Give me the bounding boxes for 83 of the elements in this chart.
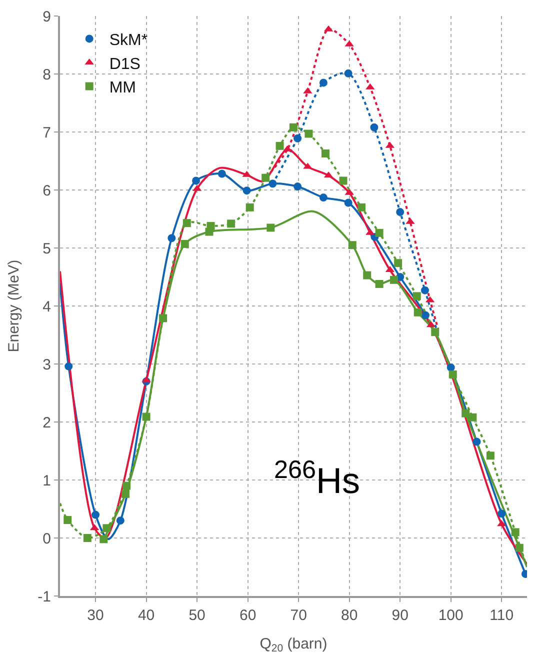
y-tick-label: 2 [42, 414, 51, 432]
point [363, 271, 372, 280]
y-tick-label: 6 [42, 182, 51, 200]
point [246, 203, 254, 212]
point [266, 224, 275, 232]
y-tick-label: 7 [42, 124, 51, 142]
point [319, 78, 328, 87]
point [83, 534, 92, 542]
x-tick-label: 110 [490, 607, 514, 624]
x-tick-label: 70 [290, 607, 307, 624]
point [159, 314, 168, 322]
x-axis-title: Q$_{20}$ (barn) [260, 636, 328, 655]
point [294, 134, 302, 142]
point [394, 259, 402, 268]
point [142, 412, 150, 421]
legend-label: MM [109, 80, 136, 97]
point [321, 149, 330, 158]
legend-label: SkM* [109, 32, 148, 49]
point [396, 208, 404, 216]
point [116, 516, 124, 525]
point [446, 363, 455, 372]
point [515, 544, 524, 552]
point [182, 219, 191, 228]
point [448, 370, 457, 378]
y-tick-label: 9 [42, 8, 51, 26]
y-tick-label: 1 [42, 472, 51, 490]
x-tick-label: 40 [138, 607, 155, 624]
point [122, 482, 130, 490]
y-tick-label: 4 [42, 298, 51, 316]
point [92, 510, 100, 519]
point [339, 176, 348, 185]
point [431, 328, 440, 336]
x-tick-label: 50 [188, 607, 206, 624]
point [358, 203, 366, 212]
point [375, 228, 384, 237]
point [168, 234, 176, 242]
point [262, 174, 270, 182]
point [390, 276, 398, 284]
point [268, 180, 277, 188]
y-tick-label: 0 [42, 530, 51, 548]
x-tick-label: 30 [87, 607, 104, 624]
point [414, 308, 422, 316]
point [294, 182, 302, 191]
y-tick-label: 3 [42, 356, 51, 374]
point [486, 452, 494, 460]
point [468, 413, 477, 422]
x-tick-label: 90 [392, 607, 408, 624]
point [344, 69, 352, 78]
point [180, 240, 189, 248]
point [242, 186, 251, 195]
point [102, 524, 111, 532]
point [218, 170, 226, 178]
point [498, 510, 506, 518]
point [304, 130, 313, 138]
point [319, 194, 328, 202]
point [472, 438, 481, 446]
annotation: $^{266}$Hs [274, 456, 360, 502]
point [276, 142, 284, 150]
point [64, 516, 72, 524]
point [370, 123, 378, 132]
legend-label: D1S [109, 56, 140, 73]
point [462, 409, 470, 418]
point [206, 222, 215, 230]
y-tick-label: 8 [42, 66, 51, 84]
point [344, 198, 352, 207]
y-axis-title: Energy (MeV) [5, 260, 22, 352]
x-tick-label: 60 [239, 607, 256, 624]
x-tick-label: 100 [438, 607, 464, 624]
y-tick-label: -1 [38, 588, 51, 606]
y-tick-label: 5 [42, 240, 51, 258]
point [421, 311, 430, 320]
point [192, 176, 200, 185]
point [511, 528, 520, 536]
point [412, 292, 421, 300]
point [100, 535, 108, 544]
point [290, 123, 298, 132]
point [121, 490, 130, 498]
x-tick-label: 80 [340, 607, 358, 624]
point [348, 241, 356, 250]
point [64, 362, 73, 370]
point [375, 280, 384, 288]
point [420, 286, 429, 294]
point [227, 220, 236, 228]
